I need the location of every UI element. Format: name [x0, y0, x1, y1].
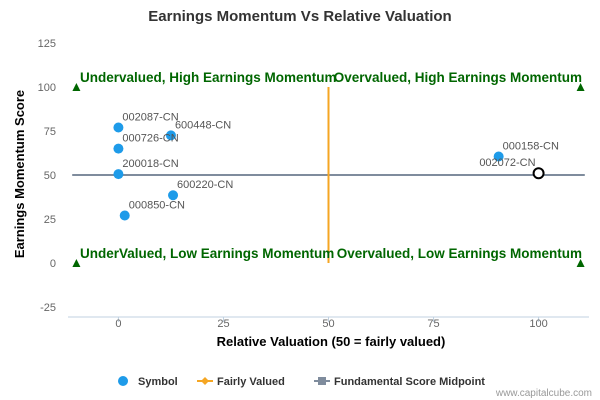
data-point-label: 600448-CN — [175, 119, 231, 131]
corner-marker — [576, 83, 585, 91]
highlight-point-label: 002072-CN — [479, 157, 535, 169]
chart-title: Earnings Momentum Vs Relative Valuation — [148, 8, 451, 25]
data-point — [113, 143, 124, 154]
quadrant-label-bottom-left: UnderValued, Low Earnings Momentum — [80, 246, 334, 261]
x-tick-label: 75 — [427, 318, 439, 330]
y-axis-label: Earnings Momentum Score — [12, 90, 27, 258]
quadrant-label-top-right: Overvalued, High Earnings Momentum — [334, 70, 582, 85]
credit-text: www.capitalcube.com — [495, 388, 592, 399]
legend-label: Fundamental Score Midpoint — [334, 376, 485, 388]
corner-marker — [72, 83, 81, 91]
y-tick-label: 0 — [50, 258, 56, 270]
x-tick-label: 100 — [529, 318, 547, 330]
data-point-label: 600220-CN — [177, 179, 233, 191]
legend: Symbol Fairly Valued Fundamental Score Mid… — [118, 376, 485, 388]
corner-marker — [72, 259, 81, 267]
data-point-label: 000158-CN — [503, 141, 559, 153]
legend-symbol-marker — [118, 376, 128, 386]
quadrant-label-bottom-right: Overvalued, Low Earnings Momentum — [337, 246, 582, 261]
data-point — [168, 190, 179, 201]
data-point — [493, 151, 504, 162]
x-tick-label: 25 — [217, 318, 229, 330]
data-point-label: 000726-CN — [122, 133, 178, 145]
corner-marker — [576, 259, 585, 267]
data-point-label: 002087-CN — [122, 111, 178, 123]
plot-area: 0 25 50 75 100 -25 0 25 50 75 100 125 Undervalued, H… — [38, 38, 589, 330]
y-tick-label: 25 — [44, 214, 56, 226]
y-tick-label: -25 — [40, 302, 56, 314]
quadrant-label-top-left: Undervalued, High Earnings Momentum — [80, 70, 337, 85]
legend-label: Fairly Valued — [217, 376, 285, 388]
x-axis-label: Relative Valuation (50 = fairly valued) — [217, 334, 446, 349]
data-point — [113, 169, 124, 180]
highlight-point — [532, 167, 545, 180]
legend-label: Symbol — [138, 376, 178, 388]
y-tick-label: 75 — [44, 126, 56, 138]
y-tick-label: 125 — [38, 38, 56, 50]
data-point — [165, 130, 176, 141]
data-point — [119, 210, 130, 221]
data-point-label: 000850-CN — [129, 199, 185, 211]
data-point-label: 200018-CN — [122, 158, 178, 170]
legend-midpoint-marker — [318, 377, 326, 385]
y-tick-label: 100 — [38, 82, 56, 94]
data-point — [113, 122, 124, 133]
y-tick-label: 50 — [44, 170, 56, 182]
x-tick-label: 50 — [322, 318, 334, 330]
x-tick-label: 0 — [115, 318, 121, 330]
legend-fairly-valued-marker — [201, 377, 209, 385]
